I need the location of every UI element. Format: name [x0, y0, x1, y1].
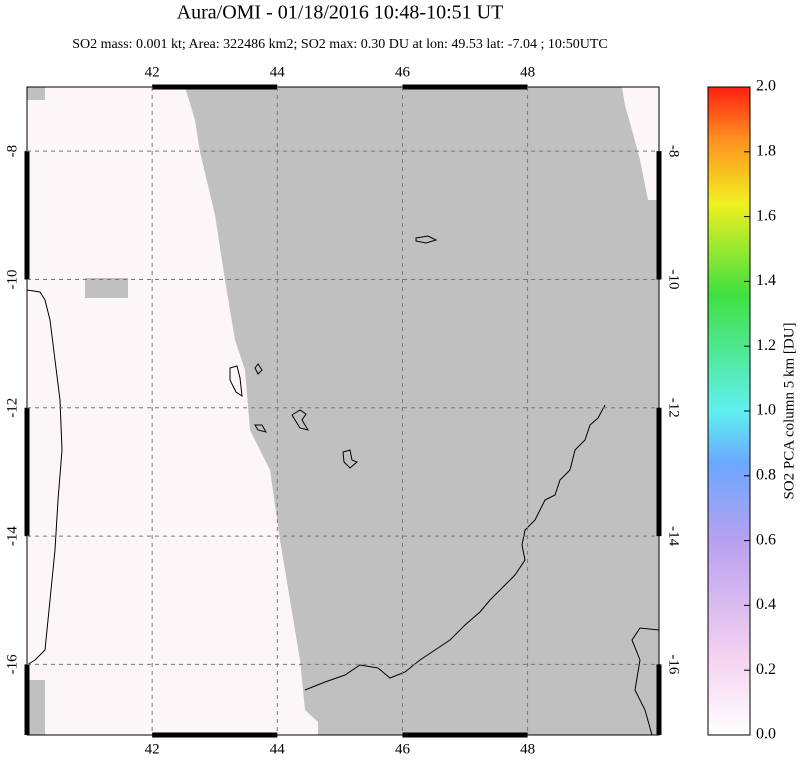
colorbar-tick-label: 1.6 — [756, 207, 776, 224]
colorbar-tick-label: 2.0 — [756, 78, 776, 95]
no-data-patch — [85, 278, 128, 298]
chart-title: Aura/OMI - 01/18/2016 10:48-10:51 UT — [177, 2, 504, 24]
no-data-patch — [27, 87, 45, 100]
colorbar-tick-label: 1.0 — [756, 402, 776, 419]
y-tick-label: -10 — [4, 269, 20, 289]
colorbar-tick-label: 0.6 — [756, 531, 776, 548]
y-tick-label: -16 — [4, 654, 20, 674]
colorbar-tick-label: 1.2 — [756, 337, 776, 354]
colorbar-tick-label: 1.8 — [756, 142, 776, 159]
y-tick-label: -8 — [666, 145, 682, 158]
colorbar-tick-label: 0.8 — [756, 466, 776, 483]
y-tick-label: -14 — [4, 526, 20, 546]
colorbar-tick-label: 0.0 — [756, 726, 776, 743]
colorbar-tick-label: 0.2 — [756, 661, 776, 678]
no-data-patch — [27, 680, 45, 735]
y-tick-label: -8 — [4, 145, 20, 158]
colorbar — [707, 86, 751, 736]
x-tick-label: 46 — [395, 64, 411, 80]
x-tick-label: 42 — [145, 741, 160, 757]
colorbar-tick-label: 1.4 — [756, 272, 776, 289]
coastlines — [26, 235, 660, 736]
x-tick-label: 46 — [395, 741, 411, 757]
x-tick-label: 44 — [270, 64, 286, 80]
map — [26, 87, 660, 736]
y-tick-label: -14 — [666, 526, 682, 546]
y-tick-label: -12 — [666, 398, 682, 418]
y-tick-label: -10 — [666, 269, 682, 289]
x-tick-label: 42 — [145, 64, 160, 80]
x-tick-label: 44 — [270, 741, 286, 757]
no-data-region — [185, 87, 659, 735]
colorbar-tick-label: 0.4 — [756, 596, 776, 613]
chart-subtitle: SO2 mass: 0.001 kt; Area: 322486 km2; SO… — [72, 37, 607, 52]
y-tick-label: -16 — [666, 654, 682, 674]
x-tick-label: 48 — [520, 64, 535, 80]
colorbar-label: SO2 PCA column 5 km [DU] — [781, 322, 797, 499]
y-tick-label: -12 — [4, 398, 20, 418]
x-tick-label: 48 — [520, 741, 535, 757]
